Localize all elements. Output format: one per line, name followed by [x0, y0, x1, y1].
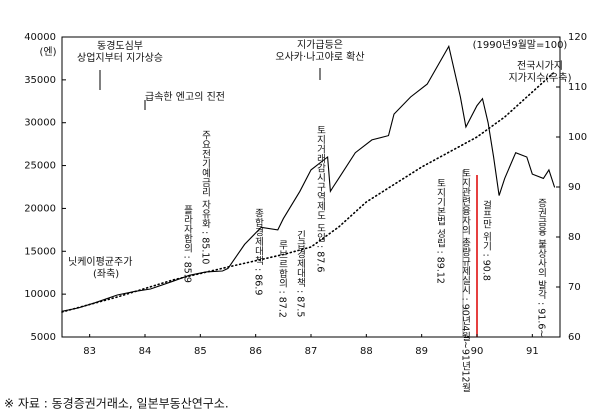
vertical-annotation: 토지기본법 성립 : 89.12	[435, 178, 446, 284]
x-tick-label: 85	[194, 346, 207, 357]
y2-tick-label: 120	[568, 32, 587, 43]
x-tick-label: 91	[526, 346, 539, 357]
y-tick-label: 35000	[24, 75, 56, 86]
x-tick-label: 86	[249, 346, 262, 357]
y-tick-label: 20000	[24, 203, 56, 214]
vertical-annotation: 토지거래감시구역제도 도입 : 87.6	[315, 125, 326, 272]
y-tick-label: 30000	[24, 118, 56, 129]
series-line	[61, 71, 556, 313]
series-note: 지가지수(우축)	[508, 72, 571, 84]
annotation: 오사카·나고야로 확산	[275, 51, 364, 63]
y-tick-label: 25000	[24, 161, 56, 172]
y2-axis-label: (1990년9월말=100)	[473, 39, 568, 51]
vertical-annotation: 종합경제대책 : 86.9	[253, 208, 264, 295]
x-tick-label: 89	[415, 346, 428, 357]
vertical-annotation: 플라자합의 : 85.9	[182, 205, 193, 283]
y-tick-label: 15000	[24, 246, 56, 257]
y-tick-label: 10000	[24, 289, 56, 300]
y2-tick-label: 70	[568, 282, 581, 293]
x-tick-label: 87	[305, 346, 318, 357]
plot-frame	[61, 36, 561, 338]
vertical-annotation: 걸프만 위기 : 90.8	[481, 199, 492, 281]
annotation: 동경도심부	[97, 39, 143, 52]
vertical-annotation: 주요전기예금리 자유화 : 85.10	[200, 130, 211, 264]
annotation: 지가급등은	[297, 39, 343, 51]
series-note: (좌축)	[93, 268, 119, 280]
source: ※ 자료 : 동경증권거래소, 일본부동산연구소.	[4, 397, 229, 411]
vertical-annotation: 루브르합의 : 87.2	[277, 240, 288, 318]
y-axis-label: (엔)	[39, 46, 56, 58]
series-name: 닛케이평균주가	[68, 256, 132, 268]
y2-tick-label: 60	[568, 332, 581, 343]
vertical-annotation: 긴급경제대책 : 87.5	[295, 230, 306, 317]
series-name: 전국시가지	[517, 60, 563, 72]
x-tick-label: 84	[139, 346, 152, 357]
y2-tick-label: 100	[568, 132, 587, 143]
y-tick-label: 40000	[24, 32, 56, 43]
y-tick-label: 5000	[31, 332, 56, 343]
y2-tick-label: 90	[568, 182, 581, 193]
annotation: 상업지부터 지가상승	[77, 51, 163, 64]
x-tick-label: 90	[471, 346, 484, 357]
vertical-annotation: 증권금융 불상사의 발각 : 91.6~	[536, 198, 547, 337]
y2-tick-label: 110	[568, 82, 587, 93]
vertical-annotation: 토지관련융자의 총량규제실시 : 90년4월~91년12월	[460, 168, 471, 392]
x-tick-label: 83	[83, 346, 96, 357]
y2-tick-label: 80	[568, 232, 581, 243]
x-tick-label: 88	[360, 346, 373, 357]
annotation: 급속한 엔고의 진전	[145, 91, 225, 103]
